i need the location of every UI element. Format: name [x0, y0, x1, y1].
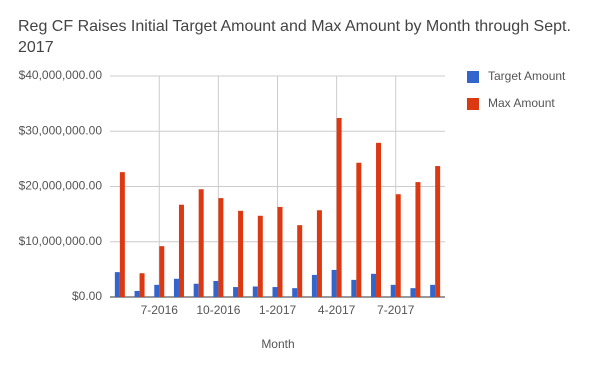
- bar: [218, 198, 224, 297]
- bar: [415, 182, 421, 297]
- bar: [238, 210, 244, 297]
- bar: [331, 269, 337, 297]
- bar: [311, 274, 317, 297]
- bar: [395, 194, 401, 297]
- bar: [233, 287, 239, 297]
- x-tick-label: 1-2017: [259, 303, 297, 317]
- y-tick-label: $20,000,000.00: [19, 179, 103, 193]
- x-tick-label: 10-2016: [196, 303, 240, 317]
- legend-label: Max Amount: [488, 96, 555, 110]
- bar: [351, 279, 357, 297]
- bar: [297, 225, 303, 297]
- bar: [336, 117, 342, 298]
- bar: [159, 246, 165, 297]
- bar: [356, 162, 362, 297]
- x-tick-label: 7-2017: [377, 303, 415, 317]
- x-tick-label: 4-2017: [318, 303, 356, 317]
- bar: [272, 287, 278, 297]
- bar: [390, 284, 396, 297]
- bar: [277, 206, 283, 297]
- x-axis-label: Month: [261, 337, 294, 351]
- y-tick-label: $0.00: [72, 289, 102, 303]
- y-tick-label: $10,000,000.00: [19, 234, 103, 248]
- bar: [114, 272, 120, 297]
- bar: [119, 172, 125, 297]
- y-tick-label: $40,000,000.00: [19, 68, 103, 82]
- chart-title: Reg CF Raises Initial Target Amount and …: [18, 18, 571, 56]
- bar: [316, 210, 322, 297]
- bar: [257, 215, 263, 297]
- bar: [139, 273, 145, 297]
- bar: [435, 166, 441, 297]
- bar: [430, 284, 436, 297]
- bar: [292, 288, 298, 297]
- x-tick-label: 7-2016: [141, 303, 179, 317]
- legend-swatch: [467, 71, 479, 83]
- bar: [213, 280, 219, 297]
- bar: [371, 273, 377, 297]
- legend-label: Target Amount: [488, 69, 566, 83]
- bar: [154, 284, 160, 297]
- bar: [178, 204, 184, 297]
- y-tick-label: $30,000,000.00: [19, 123, 103, 137]
- bar: [198, 189, 204, 297]
- bar: [376, 142, 382, 297]
- bar: [193, 283, 199, 297]
- bar: [173, 278, 179, 297]
- bar: [134, 290, 140, 297]
- bar: [410, 288, 416, 297]
- bar: [252, 286, 258, 297]
- legend-swatch: [467, 98, 479, 110]
